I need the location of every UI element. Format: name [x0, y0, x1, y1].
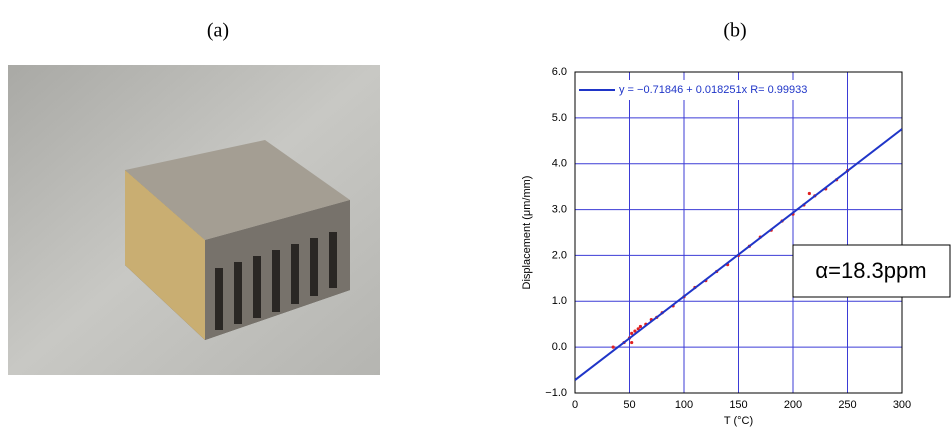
y-tick-label: 0.0	[552, 341, 567, 353]
x-tick-label: 100	[675, 399, 693, 411]
data-point	[611, 345, 615, 349]
y-tick-label: 2.0	[552, 249, 567, 261]
data-point	[638, 324, 643, 329]
x-tick-label: 250	[838, 399, 856, 411]
legend-bg	[577, 80, 835, 100]
data-point	[807, 191, 811, 196]
y-tick-label: 6.0	[552, 66, 567, 78]
y-tick-label: 4.0	[552, 158, 567, 170]
panel-label: (b)	[723, 20, 746, 42]
data-point	[630, 331, 634, 335]
y-axis-title: Displacement (μm/mm)	[521, 176, 533, 290]
photo	[8, 65, 380, 375]
annotation: α=18.3ppm	[815, 258, 926, 283]
x-tick-label: 50	[623, 399, 635, 411]
y-tick-label: 5.0	[552, 112, 567, 124]
y-tick-label: −1.0	[545, 387, 567, 399]
x-tick-label: 150	[729, 399, 747, 411]
annotation-box	[792, 244, 951, 298]
data-point	[630, 340, 634, 345]
x-tick-label: 0	[572, 399, 578, 411]
data-point	[636, 327, 640, 331]
panel-label: (a)	[207, 20, 229, 42]
x-axis-title: T (°C)	[724, 415, 753, 427]
x-tick-label: 300	[893, 399, 911, 411]
legend-label: y = −0.71846 + 0.018251x R= 0.99933	[619, 84, 807, 96]
x-tick-label: 200	[784, 399, 802, 411]
data-point	[633, 329, 637, 333]
y-tick-label: 3.0	[552, 203, 567, 215]
y-tick-label: 1.0	[552, 295, 567, 307]
fit-line	[575, 128, 902, 381]
plot-frame	[574, 71, 903, 394]
chart: −1.0 0.0 1.0 2.0 3.0 4.0 5.0 6.0 0 50 100 150 200 250…	[521, 66, 951, 427]
